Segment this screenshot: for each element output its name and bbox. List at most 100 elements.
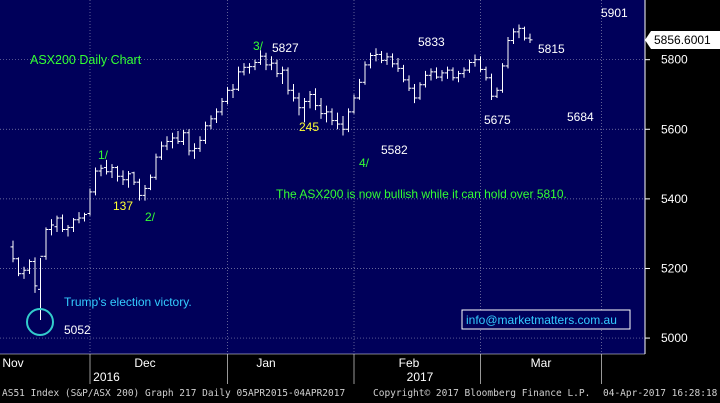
ohlc-bar <box>219 97 225 116</box>
ohlc-bar <box>494 87 500 98</box>
trough-label-5582: 5582 <box>381 143 408 157</box>
ohlc-bar <box>126 171 131 188</box>
ohlc-bar <box>181 129 186 145</box>
ohlc-bar <box>456 70 461 83</box>
wave-label-4: 4/ <box>359 156 370 170</box>
ohlc-bar <box>131 171 137 185</box>
ohlc-bar <box>445 66 450 79</box>
ohlc-bar <box>269 56 274 71</box>
ohlc-bar <box>115 165 120 182</box>
ohlc-bar <box>351 94 357 114</box>
ohlc-bar <box>120 170 126 185</box>
ohlc-bar <box>137 178 142 201</box>
trough-label-5052: 5052 <box>64 323 91 337</box>
ohlc-bar <box>192 143 197 159</box>
x-month-label: Feb <box>399 356 420 370</box>
ohlc-bar <box>60 214 65 232</box>
y-tick-label: 5400 <box>661 192 688 206</box>
x-month-label: Nov <box>2 356 23 370</box>
ohlc-bar <box>16 257 21 277</box>
price-tag-shape <box>645 30 720 49</box>
x-month-label: Mar <box>531 356 552 370</box>
trough-label-5675: 5675 <box>484 113 511 127</box>
ohlc-bar <box>500 63 505 93</box>
ohlc-bar <box>362 61 368 85</box>
ohlc-bar <box>384 52 390 65</box>
event-note: Trump's election victory. <box>64 295 192 309</box>
peak-label-5827: 5827 <box>272 41 299 55</box>
footer-bar: AS51 Index (S&P/ASX 200) Graph 217 Daily… <box>0 384 720 403</box>
yellow-label-245: 245 <box>299 120 319 134</box>
ohlc-bar <box>241 63 247 76</box>
ohlc-bar <box>307 91 313 109</box>
ohlc-bar <box>153 153 159 180</box>
ohlc-bar <box>417 82 423 100</box>
ohlc-bar <box>395 57 401 72</box>
ohlc-bar <box>285 67 291 95</box>
y-axis: 5000 5200 5400 5600 5800 <box>644 0 688 354</box>
ohlc-bar <box>373 48 379 62</box>
last-price-tag: 5856.6001 <box>645 30 720 49</box>
ohlc-bar <box>406 75 412 91</box>
price-tag-text: 5856.6001 <box>654 33 711 47</box>
ohlc-bar <box>274 59 280 78</box>
x-month-label: Jan <box>256 356 275 370</box>
y-tick-label: 5200 <box>661 261 688 275</box>
ohlc-bar <box>98 164 104 177</box>
ohlc-bar <box>335 112 340 130</box>
ohlc-bar <box>247 63 252 74</box>
ohlc-bar <box>478 56 483 72</box>
peak-label-5901: 5901 <box>601 6 628 20</box>
ohlc-bar <box>258 50 263 65</box>
ohlc-bar <box>379 50 384 64</box>
peak-label-5833: 5833 <box>418 35 445 49</box>
ohlc-bar <box>390 53 395 68</box>
ohlc-bar <box>428 68 434 81</box>
ohlc-bar <box>76 212 82 224</box>
ohlc-bar <box>505 37 511 69</box>
ohlc-bar <box>511 28 516 45</box>
ohlc-bar <box>159 141 164 160</box>
ohlc-bar <box>461 67 467 78</box>
y-tick-label: 5800 <box>661 53 688 67</box>
ohlc-bar <box>170 132 175 149</box>
ohlc-bar <box>483 66 489 81</box>
ohlc-bar <box>93 167 98 196</box>
ohlc-bar <box>522 26 527 41</box>
ohlc-bar <box>401 64 406 83</box>
chart-title: ASX200 Daily Chart <box>30 53 142 67</box>
ohlc-bar <box>203 121 208 144</box>
x-axis: Nov Dec Jan Feb Mar 2016 2017 <box>0 353 645 384</box>
ohlc-bar <box>313 88 318 111</box>
ohlc-bar <box>516 24 522 39</box>
footer-index-info: AS51 Index (S&P/ASX 200) Graph 217 Daily… <box>2 388 346 399</box>
ohlc-bar <box>71 218 76 232</box>
commentary-text: The ASX200 is now bullish while it can h… <box>276 187 567 201</box>
x-month-label: Dec <box>134 356 155 370</box>
ohlc-bar <box>27 259 32 275</box>
gridlines <box>0 0 645 354</box>
footer-timestamp: 04-Apr-2017 16:28:18 <box>603 388 718 399</box>
election-circle <box>26 308 54 336</box>
ohlc-bar <box>434 67 439 79</box>
ohlc-bar <box>472 54 478 67</box>
yellow-label-137: 137 <box>113 199 133 213</box>
ohlc-bar <box>280 66 285 85</box>
ohlc-bar <box>412 84 417 104</box>
y-tick-label: 5600 <box>661 122 688 136</box>
ohlc-bar <box>225 86 230 105</box>
ohlc-bar <box>329 108 335 126</box>
ohlc-bar <box>82 212 87 222</box>
ohlc-bar <box>87 188 93 216</box>
contact-text[interactable]: info@marketmatters.com.au <box>466 313 617 327</box>
wave-label-1: 1/ <box>98 148 109 162</box>
price-bars <box>10 24 533 320</box>
contact-box <box>461 309 631 330</box>
peak-label-5815: 5815 <box>538 42 565 56</box>
ohlc-bar <box>142 184 148 201</box>
ohlc-bar <box>21 266 27 279</box>
ohlc-bar <box>208 115 214 130</box>
ohlc-bar <box>467 59 472 73</box>
